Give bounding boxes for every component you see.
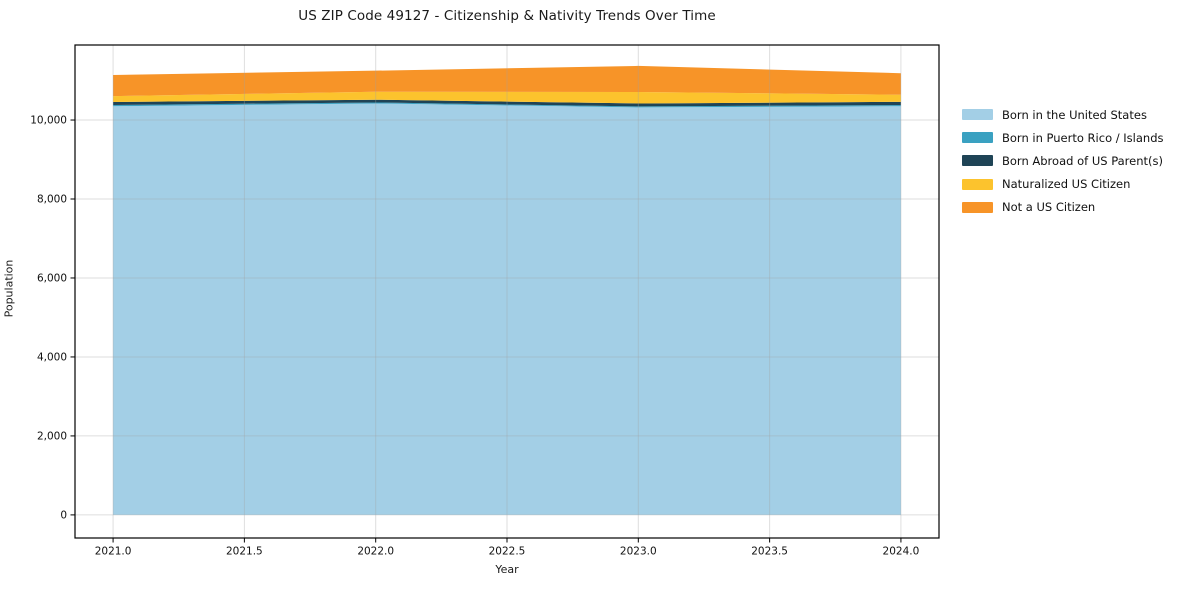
area-series-not-a-us-citizen <box>113 65 901 97</box>
y-tick-label: 2,000 <box>37 431 67 443</box>
legend-item-not-a-us-citizen: Not a US Citizen <box>962 196 1164 219</box>
legend-label: Naturalized US Citizen <box>1002 177 1131 192</box>
y-tick-label: 10,000 <box>30 115 67 127</box>
legend-item-born-abroad-of-us-parent-s: Born Abroad of US Parent(s) <box>962 149 1164 172</box>
chart-title: US ZIP Code 49127 - Citizenship & Nativi… <box>298 8 716 24</box>
area-series-born-abroad-of-us-parent-s <box>113 99 901 107</box>
x-tick-label: 2023.0 <box>620 546 657 558</box>
legend-item-born-in-puerto-rico-islands: Born in Puerto Rico / Islands <box>962 126 1164 149</box>
x-tick-label: 2021.0 <box>95 546 132 558</box>
legend-swatch-icon <box>962 155 993 167</box>
legend-label: Born in the United States <box>1002 107 1147 122</box>
legend-swatch-icon <box>962 178 993 190</box>
area-series-born-in-puerto-rico-islands <box>113 102 901 108</box>
legend-swatch-icon <box>962 201 993 213</box>
legend-label: Born Abroad of US Parent(s) <box>1002 153 1163 168</box>
x-axis-label: Year <box>495 563 519 576</box>
area-series-naturalized-us-citizen <box>113 91 901 104</box>
legend: Born in the United States Born in Puerto … <box>962 103 1164 219</box>
legend-item-naturalized-us-citizen: Naturalized US Citizen <box>962 173 1164 196</box>
legend-swatch-icon <box>962 132 993 144</box>
y-tick-label: 8,000 <box>37 194 67 206</box>
x-tick-label: 2022.5 <box>489 546 526 558</box>
legend-label: Not a US Citizen <box>1002 200 1096 215</box>
x-tick-label: 2022.0 <box>357 546 394 558</box>
area-series-born-in-the-united-states <box>113 103 901 515</box>
legend-item-born-in-the-united-states: Born in the United States <box>962 103 1164 126</box>
x-tick-label: 2021.5 <box>226 546 263 558</box>
x-tick-label: 2023.5 <box>751 546 788 558</box>
legend-label: Born in Puerto Rico / Islands <box>1002 130 1164 145</box>
y-axis-label: Population <box>2 259 16 318</box>
x-tick-label: 2024.0 <box>883 546 920 558</box>
y-tick-label: 0 <box>60 510 67 522</box>
y-tick-label: 4,000 <box>37 352 67 364</box>
y-tick-label: 6,000 <box>37 273 67 285</box>
legend-swatch-icon <box>962 109 993 121</box>
